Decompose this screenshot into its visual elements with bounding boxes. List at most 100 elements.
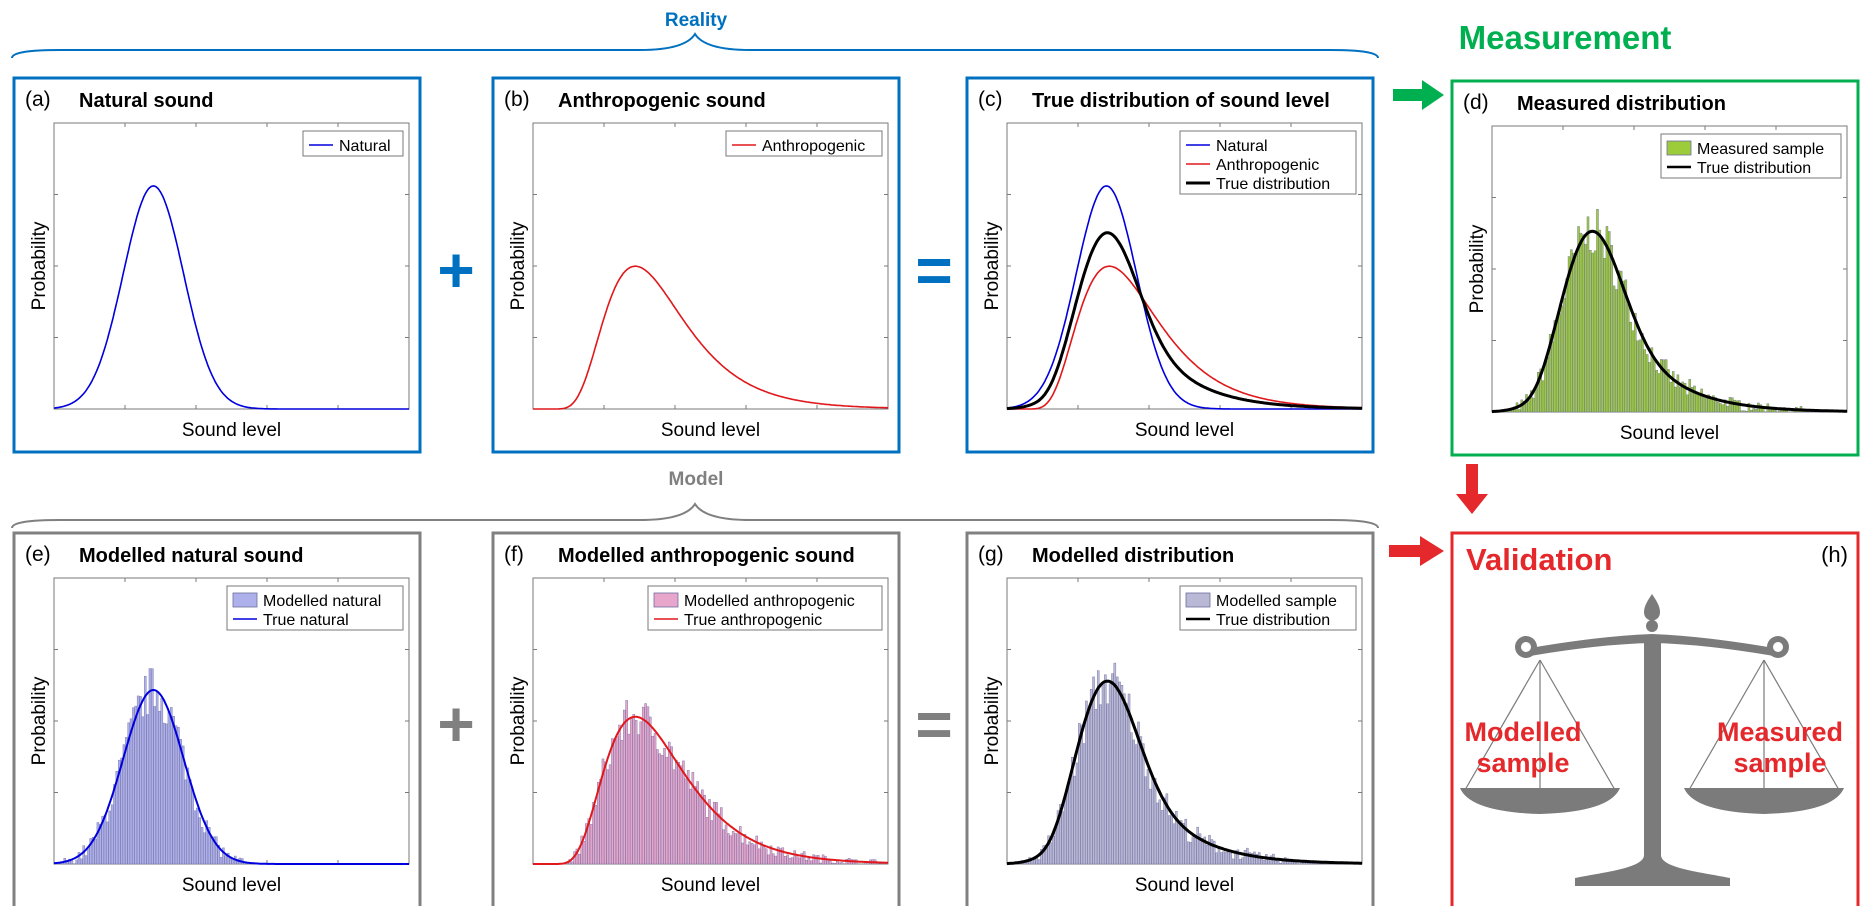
histogram-bar: [1170, 813, 1173, 865]
arrow-to-validation-right: [1389, 536, 1444, 566]
histogram-bar: [101, 816, 104, 865]
histogram-bar: [229, 858, 232, 865]
histogram-bar: [660, 755, 664, 865]
histogram-bar: [1030, 861, 1034, 865]
histogram-bar: [717, 813, 721, 865]
histogram-bar: [1123, 693, 1126, 865]
histogram-bar: [791, 857, 794, 865]
histogram-bar: [141, 716, 145, 865]
histogram-bar: [753, 844, 756, 865]
panel-a-frame: [12, 76, 422, 454]
histogram-bar: [1641, 333, 1644, 413]
panel-d-title: Measured distribution: [1517, 93, 1726, 115]
histogram-bar: [1151, 775, 1154, 865]
histogram-bar: [1215, 852, 1218, 865]
histogram-bar: [108, 810, 111, 865]
histogram-bar: [1674, 386, 1677, 413]
histogram-bar: [1681, 381, 1684, 413]
panel-c-tag: (c): [978, 88, 1003, 111]
histogram-bar: [1724, 399, 1727, 413]
panel-g-tag: (g): [978, 543, 1004, 566]
histogram-bar: [1262, 859, 1266, 865]
histogram-bar: [1551, 341, 1554, 413]
histogram-bar: [1205, 844, 1209, 865]
histogram-bar: [120, 757, 123, 865]
histogram-bar: [1612, 285, 1616, 413]
arrow-to-measurement: [1393, 80, 1444, 110]
histogram-bar: [222, 847, 225, 865]
histogram-bar: [637, 734, 640, 865]
panel-a-title: Natural sound: [79, 90, 213, 112]
histogram-bar: [1634, 312, 1637, 413]
reality-brace: [11, 32, 1379, 59]
histogram-bar: [578, 853, 581, 865]
legend-label: Natural: [1216, 138, 1268, 155]
panel-e-frame: [12, 531, 422, 906]
histogram-bar: [1529, 390, 1533, 413]
histogram-bar: [1078, 723, 1081, 865]
histogram-bar: [812, 854, 815, 865]
histogram-bar: [1657, 373, 1661, 413]
histogram-bar: [1582, 234, 1585, 413]
histogram-bar: [144, 676, 147, 865]
histogram-bar: [1539, 368, 1542, 413]
histogram-bar: [651, 736, 654, 865]
histogram-bar: [1146, 769, 1150, 865]
histogram-bar: [1156, 802, 1159, 865]
histogram-bar: [1591, 252, 1594, 413]
histogram-bar: [1721, 404, 1725, 413]
balance-scale-icon: [1460, 594, 1844, 886]
histogram-bar: [106, 821, 109, 865]
histogram-bar: [1653, 359, 1656, 413]
histogram-bar: [158, 711, 161, 865]
histogram-bar: [1572, 252, 1576, 413]
histogram-bar: [615, 736, 619, 865]
histogram-bar: [1747, 402, 1751, 413]
histogram-bar: [1705, 398, 1708, 413]
histogram-bar: [783, 856, 787, 865]
histogram-bar: [1104, 674, 1107, 865]
histogram-bar: [767, 854, 770, 865]
histogram-bar: [1172, 823, 1176, 865]
histogram-bar: [1761, 408, 1765, 413]
histogram-bar: [1577, 226, 1580, 413]
histogram-bar: [1208, 835, 1211, 865]
histogram-bar: [686, 770, 690, 865]
histogram-bar: [833, 863, 837, 865]
histogram-bar: [172, 716, 175, 865]
histogram-bar: [802, 851, 806, 865]
histogram-bar: [1220, 852, 1223, 865]
histogram-bar: [80, 858, 83, 865]
histogram-bar: [1210, 839, 1214, 865]
histogram-bar: [212, 836, 216, 865]
histogram-bar: [599, 779, 602, 865]
histogram-bar: [1037, 859, 1041, 865]
histogram-bar: [781, 847, 785, 865]
panel-e-plot: [53, 668, 409, 865]
histogram-bar: [1165, 793, 1169, 865]
histogram-bar: [1082, 743, 1086, 865]
histogram-bar: [1075, 762, 1079, 865]
model-label: Model: [669, 469, 724, 490]
histogram-bar: [1120, 685, 1124, 865]
histogram-bar: [691, 772, 695, 865]
histogram-bar: [82, 845, 85, 865]
panel-e-title: Modelled natural sound: [79, 545, 303, 567]
histogram-bar: [1690, 387, 1694, 413]
curve-natural: [53, 185, 409, 410]
histogram-bar: [188, 779, 192, 865]
curve-natural: [1006, 185, 1362, 410]
panel-d: (d) Measured distribution Sound level Proba…: [1463, 91, 1848, 444]
histogram-bar: [675, 759, 678, 865]
panel-c-plot: [1006, 185, 1363, 411]
histogram-bar: [1683, 383, 1687, 413]
panel-e-ylabel: Probability: [29, 676, 50, 765]
histogram-bar: [1714, 397, 1718, 413]
histogram-bar: [139, 696, 142, 865]
histogram-bar: [1567, 256, 1571, 413]
histogram-bar: [1217, 847, 1221, 865]
histogram-bar: [838, 862, 841, 865]
histogram-bar: [1231, 858, 1235, 865]
histogram-bar: [1532, 397, 1535, 413]
